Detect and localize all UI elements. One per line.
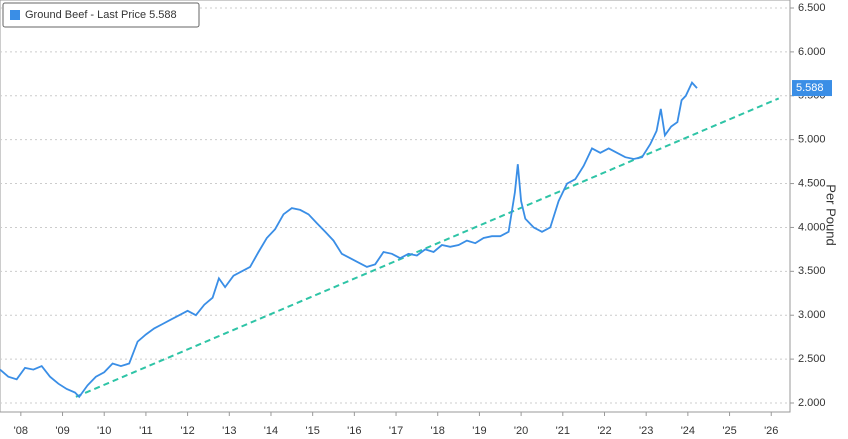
- y-tick-label: 4.000: [798, 221, 826, 233]
- y-tick-label: 6.500: [798, 2, 826, 14]
- x-tick-label: '14: [264, 425, 278, 437]
- x-tick-label: '18: [431, 425, 445, 437]
- legend-label: Ground Beef - Last Price 5.588: [25, 9, 177, 21]
- x-tick-label: '25: [722, 425, 736, 437]
- last-price-box: [792, 80, 832, 97]
- legend-swatch: [10, 10, 20, 20]
- x-tick-label: '23: [639, 425, 653, 437]
- y-tick-label: 5.000: [798, 134, 826, 146]
- x-tick-label: '11: [139, 425, 153, 437]
- last-price-label: 5.588: [796, 82, 824, 94]
- x-tick-label: '24: [681, 425, 695, 437]
- y-tick-label: 3.000: [798, 309, 826, 321]
- x-tick-label: '12: [180, 425, 194, 437]
- x-tick-label: '22: [597, 425, 611, 437]
- y-axis-label: Per Pound: [824, 184, 839, 245]
- y-tick-label: 2.500: [798, 353, 826, 365]
- x-tick-label: '16: [347, 425, 361, 437]
- price-line: [0, 80, 698, 399]
- legend-box: [2, 2, 200, 28]
- trend-line: [75, 97, 780, 398]
- plot-area: [0, 0, 791, 413]
- x-tick-label: '21: [556, 425, 570, 437]
- x-tick-label: '10: [97, 425, 111, 437]
- y-tick-label: 2.000: [798, 397, 826, 409]
- y-tick-label: 4.500: [798, 177, 826, 189]
- x-tick-label: '13: [222, 425, 236, 437]
- x-tick-label: '08: [14, 425, 28, 437]
- x-tick-label: '19: [472, 425, 486, 437]
- y-tick-label: 3.500: [798, 265, 826, 277]
- x-tick-label: '17: [389, 425, 403, 437]
- y-tick-label: 6.000: [798, 46, 826, 58]
- x-tick-label: '15: [305, 425, 319, 437]
- x-tick-label: '26: [764, 425, 778, 437]
- x-tick-label: '20: [514, 425, 528, 437]
- x-tick-label: '09: [55, 425, 69, 437]
